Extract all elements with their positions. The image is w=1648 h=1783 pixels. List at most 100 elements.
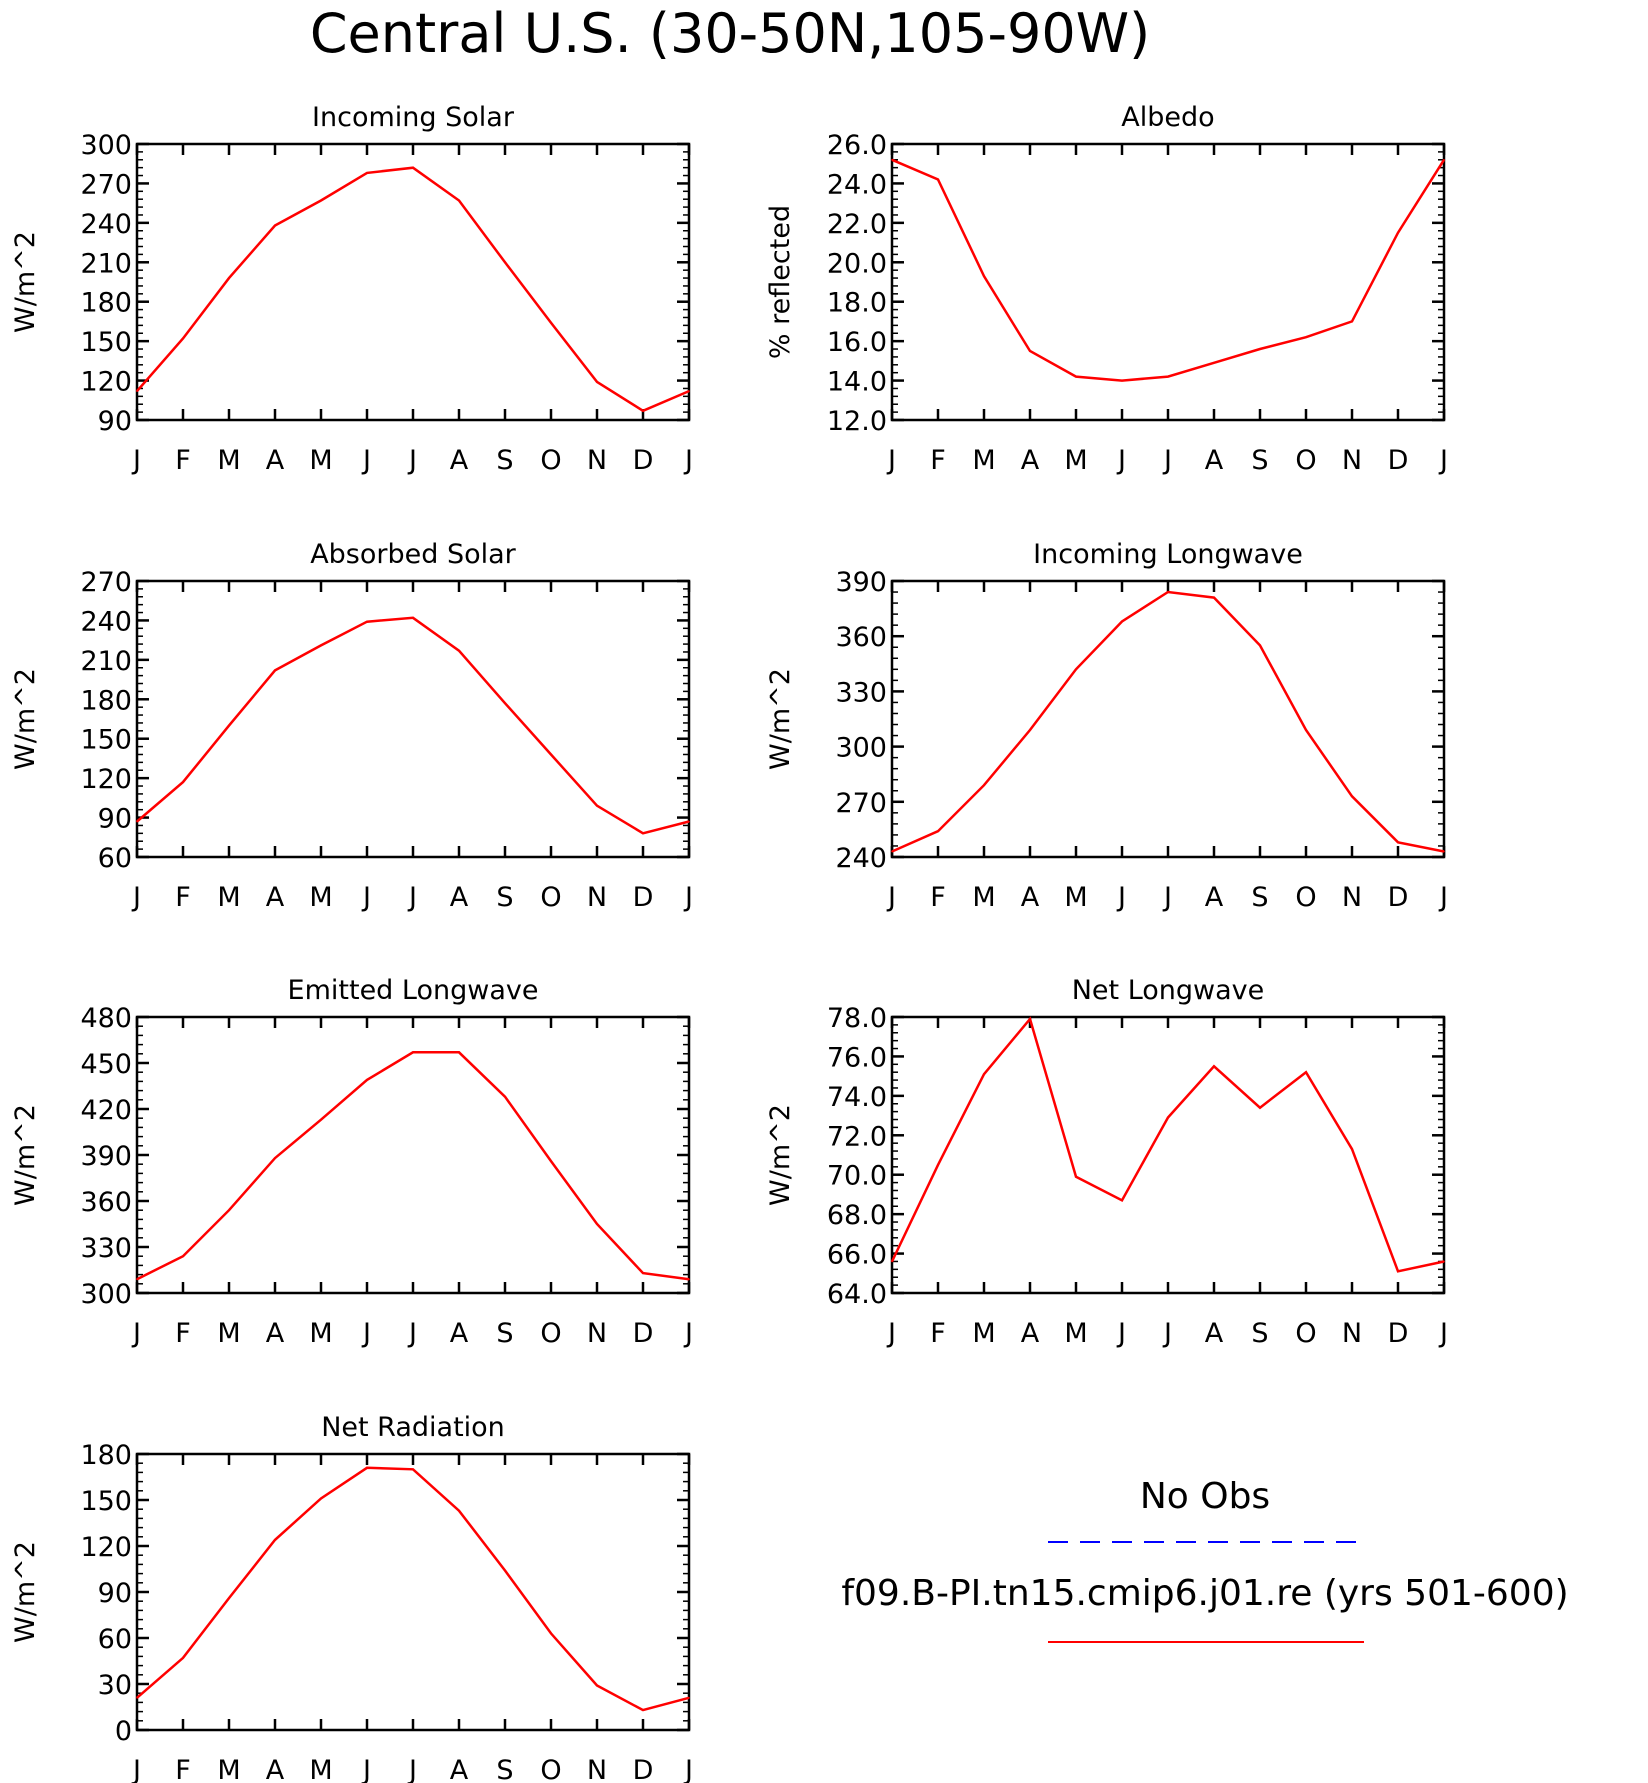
incoming-solar-ytick-label: 120 <box>80 367 132 398</box>
net-longwave-xtick-label: F <box>930 1318 946 1349</box>
absorbed-solar-data-point <box>228 724 230 727</box>
emitted-longwave-xtick-label: O <box>540 1318 561 1349</box>
absorbed-solar-xtick-label: J <box>407 882 417 913</box>
incoming-longwave-data-point <box>1443 850 1445 853</box>
albedo-ylabel: % reflected <box>765 205 796 359</box>
albedo-xtick-label: J <box>886 445 896 476</box>
incoming-solar-xtick-label: S <box>496 445 513 476</box>
net-radiation-ytick-label: 90 <box>98 1578 132 1609</box>
incoming-longwave-data-point <box>1351 795 1353 798</box>
net-longwave-xtick-label: D <box>1388 1318 1409 1349</box>
emitted-longwave-title: Emitted Longwave <box>288 975 539 1006</box>
incoming-longwave-title: Incoming Longwave <box>1033 539 1303 570</box>
incoming-solar-data-point <box>642 410 644 412</box>
absorbed-solar-xtick-label: S <box>496 882 513 913</box>
net-longwave-data-point <box>1397 1270 1399 1273</box>
incoming-longwave-xtick-label: J <box>1438 882 1448 913</box>
net-radiation-data-point <box>688 1697 690 1699</box>
incoming-longwave-data-point <box>1305 729 1307 731</box>
absorbed-solar-frame <box>135 579 691 859</box>
net-radiation-data-point <box>228 1597 230 1599</box>
net-radiation-data-point <box>596 1684 598 1687</box>
net-radiation-frame <box>135 1452 691 1732</box>
absorbed-solar-xtick-label: O <box>540 882 561 913</box>
absorbed-solar-xtick-label: M <box>217 882 240 913</box>
incoming-solar-xtick-label: F <box>175 445 191 476</box>
incoming-longwave-data-point <box>1259 644 1261 647</box>
albedo-series-line <box>891 158 1446 382</box>
incoming-solar-data-point <box>320 199 322 202</box>
absorbed-solar-xtick-label: M <box>309 882 332 913</box>
incoming-solar-data-point <box>550 321 552 324</box>
incoming-longwave-xtick-label: O <box>1295 882 1316 913</box>
emitted-longwave-ytick-label: 360 <box>80 1187 132 1218</box>
emitted-longwave-xtick-label: J <box>361 1318 371 1349</box>
net-radiation-xtick-label: M <box>217 1755 240 1783</box>
incoming-solar-xtick-label: M <box>217 445 240 476</box>
net-longwave-ytick-label: 68.0 <box>827 1200 887 1231</box>
incoming-longwave-frame <box>890 579 1446 859</box>
absorbed-solar-data-point <box>458 649 460 652</box>
absorbed-solar-data-point <box>274 669 276 672</box>
emitted-longwave-xtick-label: A <box>266 1318 285 1349</box>
incoming-solar-xtick-label: O <box>540 445 561 476</box>
emitted-longwave-data-point <box>550 1160 552 1162</box>
incoming-solar-data-point <box>228 277 230 279</box>
albedo-data-point <box>1305 336 1307 339</box>
net-longwave-xtick-label: J <box>1438 1318 1448 1349</box>
incoming-longwave-series-line <box>891 590 1445 853</box>
net-longwave-series-line <box>890 1016 1445 1273</box>
albedo-title: Albedo <box>1121 102 1214 133</box>
net-longwave-xtick-label: S <box>1251 1318 1268 1349</box>
albedo-xtick-label: J <box>1162 445 1172 476</box>
emitted-longwave-data-point <box>366 1079 368 1081</box>
emitted-longwave-series-line <box>136 1051 690 1281</box>
incoming-longwave-xtick-label: J <box>886 882 896 913</box>
net-longwave-xtick-label: O <box>1295 1318 1316 1349</box>
incoming-longwave-xtick-label: J <box>1116 882 1126 913</box>
emitted-longwave-data-point <box>688 1278 690 1280</box>
incoming-solar-frame <box>135 142 691 422</box>
page-title: Central U.S. (30-50N,105-90W) <box>310 2 1150 65</box>
net-radiation-xtick-label: J <box>361 1755 371 1783</box>
net-radiation-data-point <box>136 1697 138 1699</box>
albedo-ytick-label: 16.0 <box>827 327 887 358</box>
incoming-solar-xtick-label: M <box>309 445 332 476</box>
legend-model-label: f09.B-PI.tn15.cmip6.j01.re (yrs 501-600) <box>841 1573 1568 1614</box>
net-radiation-xtick-label: J <box>131 1755 141 1783</box>
incoming-longwave-xtick-label: F <box>930 882 946 913</box>
net-radiation-data-point <box>642 1709 644 1711</box>
net-longwave-data-point <box>1443 1260 1445 1263</box>
incoming-longwave-ytick-label: 390 <box>835 567 887 598</box>
panel-incoming-solar: J F M A M J J A S O N D J90120150180210240270300Inco… <box>10 102 693 476</box>
albedo-ytick-label: 12.0 <box>827 406 887 437</box>
albedo-ytick-label: 14.0 <box>827 367 887 398</box>
incoming-solar-xtick-label: N <box>587 445 607 476</box>
absorbed-solar-ytick-label: 240 <box>80 606 132 637</box>
emitted-longwave-ytick-label: 450 <box>80 1049 132 1080</box>
absorbed-solar-ylabel: W/m^2 <box>10 668 41 770</box>
incoming-solar-data-point <box>274 224 276 227</box>
albedo-xtick-label: O <box>1295 445 1316 476</box>
net-longwave-xtick-label: M <box>972 1318 995 1349</box>
incoming-solar-title: Incoming Solar <box>312 102 515 133</box>
net-longwave-ytick-label: 74.0 <box>827 1082 887 1113</box>
incoming-solar-xtick-label: A <box>450 445 469 476</box>
net-radiation-title: Net Radiation <box>321 1412 505 1443</box>
net-longwave-xtick-label: J <box>886 1318 896 1349</box>
emitted-longwave-ytick-label: 420 <box>80 1095 132 1126</box>
absorbed-solar-ytick-label: 180 <box>80 685 132 716</box>
absorbed-solar-xtick-label: D <box>633 882 654 913</box>
incoming-solar-data-point <box>504 261 506 264</box>
net-longwave-title: Net Longwave <box>1072 975 1265 1006</box>
incoming-solar-data-point <box>412 166 414 169</box>
incoming-solar-xtick-label: J <box>131 445 141 476</box>
incoming-solar-ytick-label: 90 <box>98 406 132 437</box>
net-radiation-data-point <box>182 1657 184 1659</box>
incoming-solar-data-point <box>596 381 598 383</box>
emitted-longwave-data-point <box>596 1223 598 1225</box>
incoming-longwave-xtick-label: N <box>1342 882 1362 913</box>
incoming-longwave-ytick-label: 270 <box>835 788 887 819</box>
absorbed-solar-ytick-label: 210 <box>80 646 132 677</box>
